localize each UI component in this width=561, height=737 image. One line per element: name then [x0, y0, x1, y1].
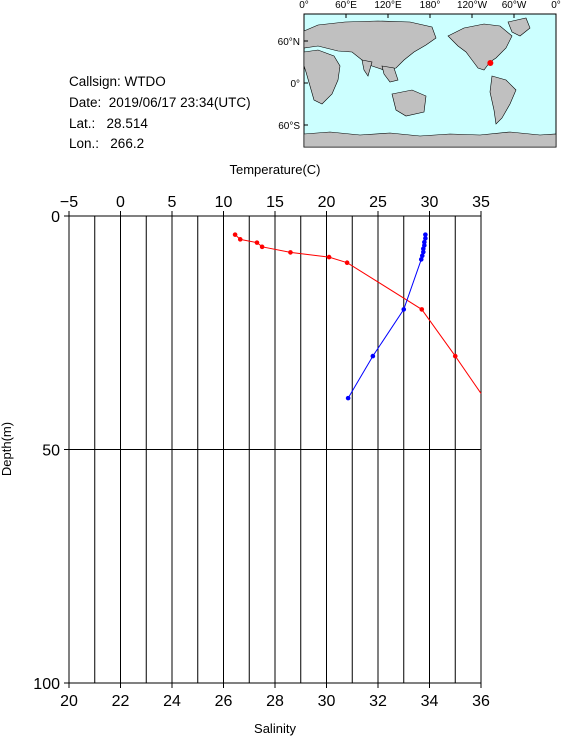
temperature-data-point [423, 236, 428, 241]
salinity-tick-label: 22 [112, 693, 130, 710]
salinity-data-point [232, 232, 238, 237]
salinity-data-point [344, 260, 350, 266]
date-label: Date: [69, 95, 102, 110]
map-lon-tick-label: 120°E [374, 0, 402, 11]
temperature-data-point [423, 232, 428, 237]
salinity-data-point [259, 244, 265, 250]
date-value: 2019/06/17 23:34(UTC) [108, 95, 251, 110]
temperature-data-point [418, 257, 424, 262]
map-longitude-ticks: 0° 60°E 120°E 180° 120°W 60°W 0° [299, 0, 561, 18]
map-lon-tick-label: 60°W [502, 0, 527, 11]
temperature-axis: −5 0 5 10 15 20 25 30 35 [60, 194, 490, 216]
lat-label: Lat.: [69, 116, 96, 131]
salinity-data-point [254, 240, 260, 245]
lat-value: 28.514 [106, 116, 148, 131]
salinity-tick-label: 20 [60, 693, 78, 710]
temperature-tick-label: 35 [472, 194, 490, 211]
salinity-tick-label: 30 [318, 693, 336, 710]
temperature-profile-line [347, 234, 426, 399]
temperature-data-point [422, 239, 427, 245]
lon-value: 266.2 [110, 136, 145, 151]
world-map: 0° 60°E 120°E 180° 120°W 60°W 0° 60°N 0° 60°S [278, 0, 561, 148]
salinity-profile-line [234, 234, 482, 394]
temperature-data-point [419, 253, 425, 258]
callsign-label: Callsign: [69, 74, 121, 89]
map-lat-tick-label: 60°S [278, 121, 300, 132]
series-group [232, 232, 482, 401]
callsign-value: WTDO [124, 74, 166, 89]
land-north-america [447, 23, 513, 71]
salinity-axis: 20 22 24 26 28 30 32 34 36 [60, 683, 490, 710]
land-antarctica [303, 131, 557, 148]
map-latitude-ticks: 60°N 0° 60°S [278, 37, 308, 132]
map-lon-tick-label: 0° [551, 0, 561, 11]
land-europe-asia [303, 20, 437, 71]
salinity-tick-label: 34 [421, 693, 439, 710]
lat-line: Lat.: 28.514 [69, 116, 148, 131]
depth-axis-label: Depth(m) [0, 422, 14, 476]
depth-tick-label: 0 [51, 209, 60, 226]
temperature-data-point [370, 353, 376, 359]
lon-label: Lon.: [69, 136, 100, 151]
salinity-data-point [237, 237, 243, 242]
date-line: Date: 2019/06/17 23:34(UTC) [69, 95, 251, 110]
land-africa [303, 49, 341, 105]
salinity-data-point [452, 353, 458, 359]
temperature-data-point [421, 246, 426, 251]
map-lat-tick-label: 60°N [278, 37, 300, 48]
depth-axis: 0 50 100 [33, 209, 69, 693]
depth-tick-label: 50 [42, 443, 60, 460]
temperature-tick-label: 0 [116, 194, 125, 211]
temperature-tick-label: 30 [421, 194, 439, 211]
salinity-data-point [419, 307, 425, 312]
land-india [361, 59, 373, 77]
depth-tick-label: 100 [33, 676, 60, 693]
temperature-tick-label: 10 [215, 194, 233, 211]
map-lon-tick-label: 60°E [335, 0, 357, 11]
callsign-line: Callsign: WTDO [69, 74, 166, 89]
map-lat-tick-label: 0° [290, 79, 300, 90]
temperature-tick-label: 25 [369, 194, 387, 211]
temperature-tick-label: 5 [168, 194, 177, 211]
temperature-data-point [345, 395, 351, 401]
salinity-data-point [326, 254, 332, 260]
salinity-tick-label: 28 [266, 693, 284, 710]
temperature-tick-label: 15 [266, 194, 284, 211]
salinity-tick-label: 36 [472, 693, 490, 710]
land-australia [391, 89, 427, 117]
map-lon-tick-label: 0° [299, 0, 309, 11]
salinity-tick-label: 24 [163, 693, 181, 710]
temperature-tick-label: −5 [60, 194, 78, 211]
grid [69, 216, 481, 683]
lon-line: Lon.: 266.2 [69, 136, 144, 151]
map-lon-tick-label: 120°W [457, 0, 488, 11]
land-southeast-asia [381, 65, 399, 83]
temperature-tick-label: 20 [318, 194, 336, 211]
land-greenland [507, 17, 531, 37]
salinity-tick-label: 26 [215, 693, 233, 710]
temperature-axis-label: Temperature(C) [229, 162, 320, 177]
temperature-data-point [401, 307, 407, 312]
land-south-america [489, 75, 517, 125]
map-land [303, 17, 557, 148]
profile-chart: −5 0 5 10 15 20 25 30 35 20 22 24 26 28 30 32 34 36 0501… [0, 162, 490, 736]
salinity-axis-label: Salinity [254, 721, 296, 736]
salinity-tick-label: 32 [369, 693, 387, 710]
station-marker [487, 60, 494, 67]
temperature-data-point [421, 249, 426, 255]
salinity-data-point [288, 250, 293, 255]
map-lon-tick-label: 180° [420, 0, 441, 11]
